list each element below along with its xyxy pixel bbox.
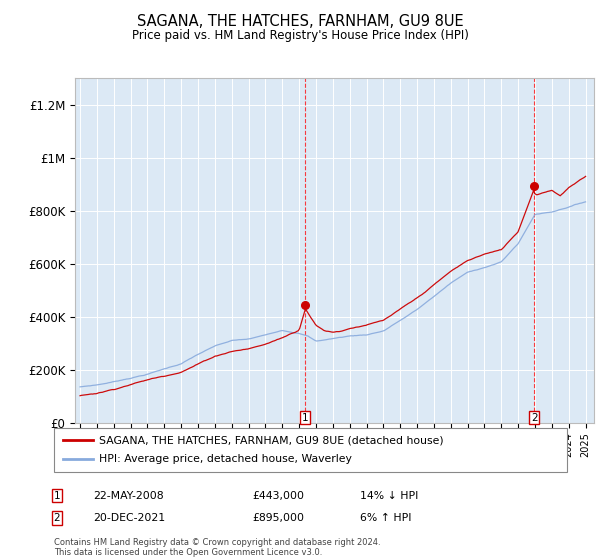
Text: £443,000: £443,000 bbox=[252, 491, 304, 501]
Text: 2: 2 bbox=[53, 513, 61, 523]
Text: 2: 2 bbox=[531, 413, 538, 423]
Text: 22-MAY-2008: 22-MAY-2008 bbox=[93, 491, 164, 501]
Text: 14% ↓ HPI: 14% ↓ HPI bbox=[360, 491, 418, 501]
Text: 6% ↑ HPI: 6% ↑ HPI bbox=[360, 513, 412, 523]
Text: Contains HM Land Registry data © Crown copyright and database right 2024.
This d: Contains HM Land Registry data © Crown c… bbox=[54, 538, 380, 557]
Text: SAGANA, THE HATCHES, FARNHAM, GU9 8UE: SAGANA, THE HATCHES, FARNHAM, GU9 8UE bbox=[137, 14, 463, 29]
Text: 1: 1 bbox=[53, 491, 61, 501]
Text: HPI: Average price, detached house, Waverley: HPI: Average price, detached house, Wave… bbox=[99, 454, 352, 464]
Text: 20-DEC-2021: 20-DEC-2021 bbox=[93, 513, 165, 523]
Text: 1: 1 bbox=[302, 413, 308, 423]
Text: Price paid vs. HM Land Registry's House Price Index (HPI): Price paid vs. HM Land Registry's House … bbox=[131, 29, 469, 42]
Text: SAGANA, THE HATCHES, FARNHAM, GU9 8UE (detached house): SAGANA, THE HATCHES, FARNHAM, GU9 8UE (d… bbox=[99, 435, 443, 445]
Text: £895,000: £895,000 bbox=[252, 513, 304, 523]
